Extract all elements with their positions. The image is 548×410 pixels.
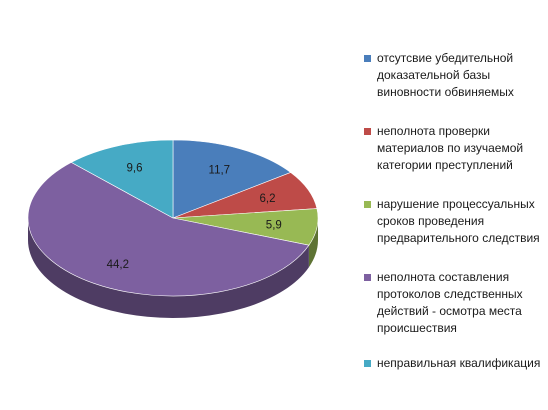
legend-swatch	[364, 128, 371, 135]
pie-slices	[27, 139, 319, 297]
pie-slice-5	[70, 139, 174, 219]
pie-side-3	[308, 218, 318, 268]
pie-side-walls	[28, 218, 318, 318]
legend-swatch	[364, 201, 371, 208]
legend-item-2: неполнота проверки материалов по изучаемо…	[364, 123, 546, 174]
data-labels: 11,7 6,2 5,9 44,2 9,6	[107, 162, 282, 270]
pie-slice-1	[172, 139, 292, 219]
data-label-1: 11,7	[209, 164, 231, 176]
legend-item-1: отсутсвие убедительной доказательной базы…	[364, 50, 546, 101]
legend-label: неполнота проверки материалов по изучаемо…	[377, 124, 524, 172]
legend-label: нарушение процессуальных сроков проведени…	[377, 197, 540, 245]
data-label-3: 5,9	[266, 219, 282, 231]
legend-swatch	[364, 360, 371, 367]
legend-item-5: неправильная квалификация	[364, 355, 546, 372]
legend-swatch	[364, 274, 371, 281]
data-label-4: 44,2	[107, 259, 129, 271]
chart-legend: отсутсвие убедительной доказательной базы…	[364, 50, 546, 372]
legend-label: неправильная квалификация	[377, 356, 541, 370]
legend-swatch	[364, 55, 371, 62]
legend-item-3: нарушение процессуальных сроков проведени…	[364, 196, 546, 247]
pie-slice-4	[27, 162, 310, 297]
data-label-5: 9,6	[127, 162, 143, 174]
data-label-2: 6,2	[260, 193, 276, 205]
legend-label: отсутсвие убедительной доказательной базы…	[377, 51, 514, 99]
legend-label: неполнота составления протоколов следстве…	[377, 270, 523, 335]
pie-side-4	[28, 218, 309, 318]
legend-item-4: неполнота составления протоколов следстве…	[364, 269, 546, 337]
